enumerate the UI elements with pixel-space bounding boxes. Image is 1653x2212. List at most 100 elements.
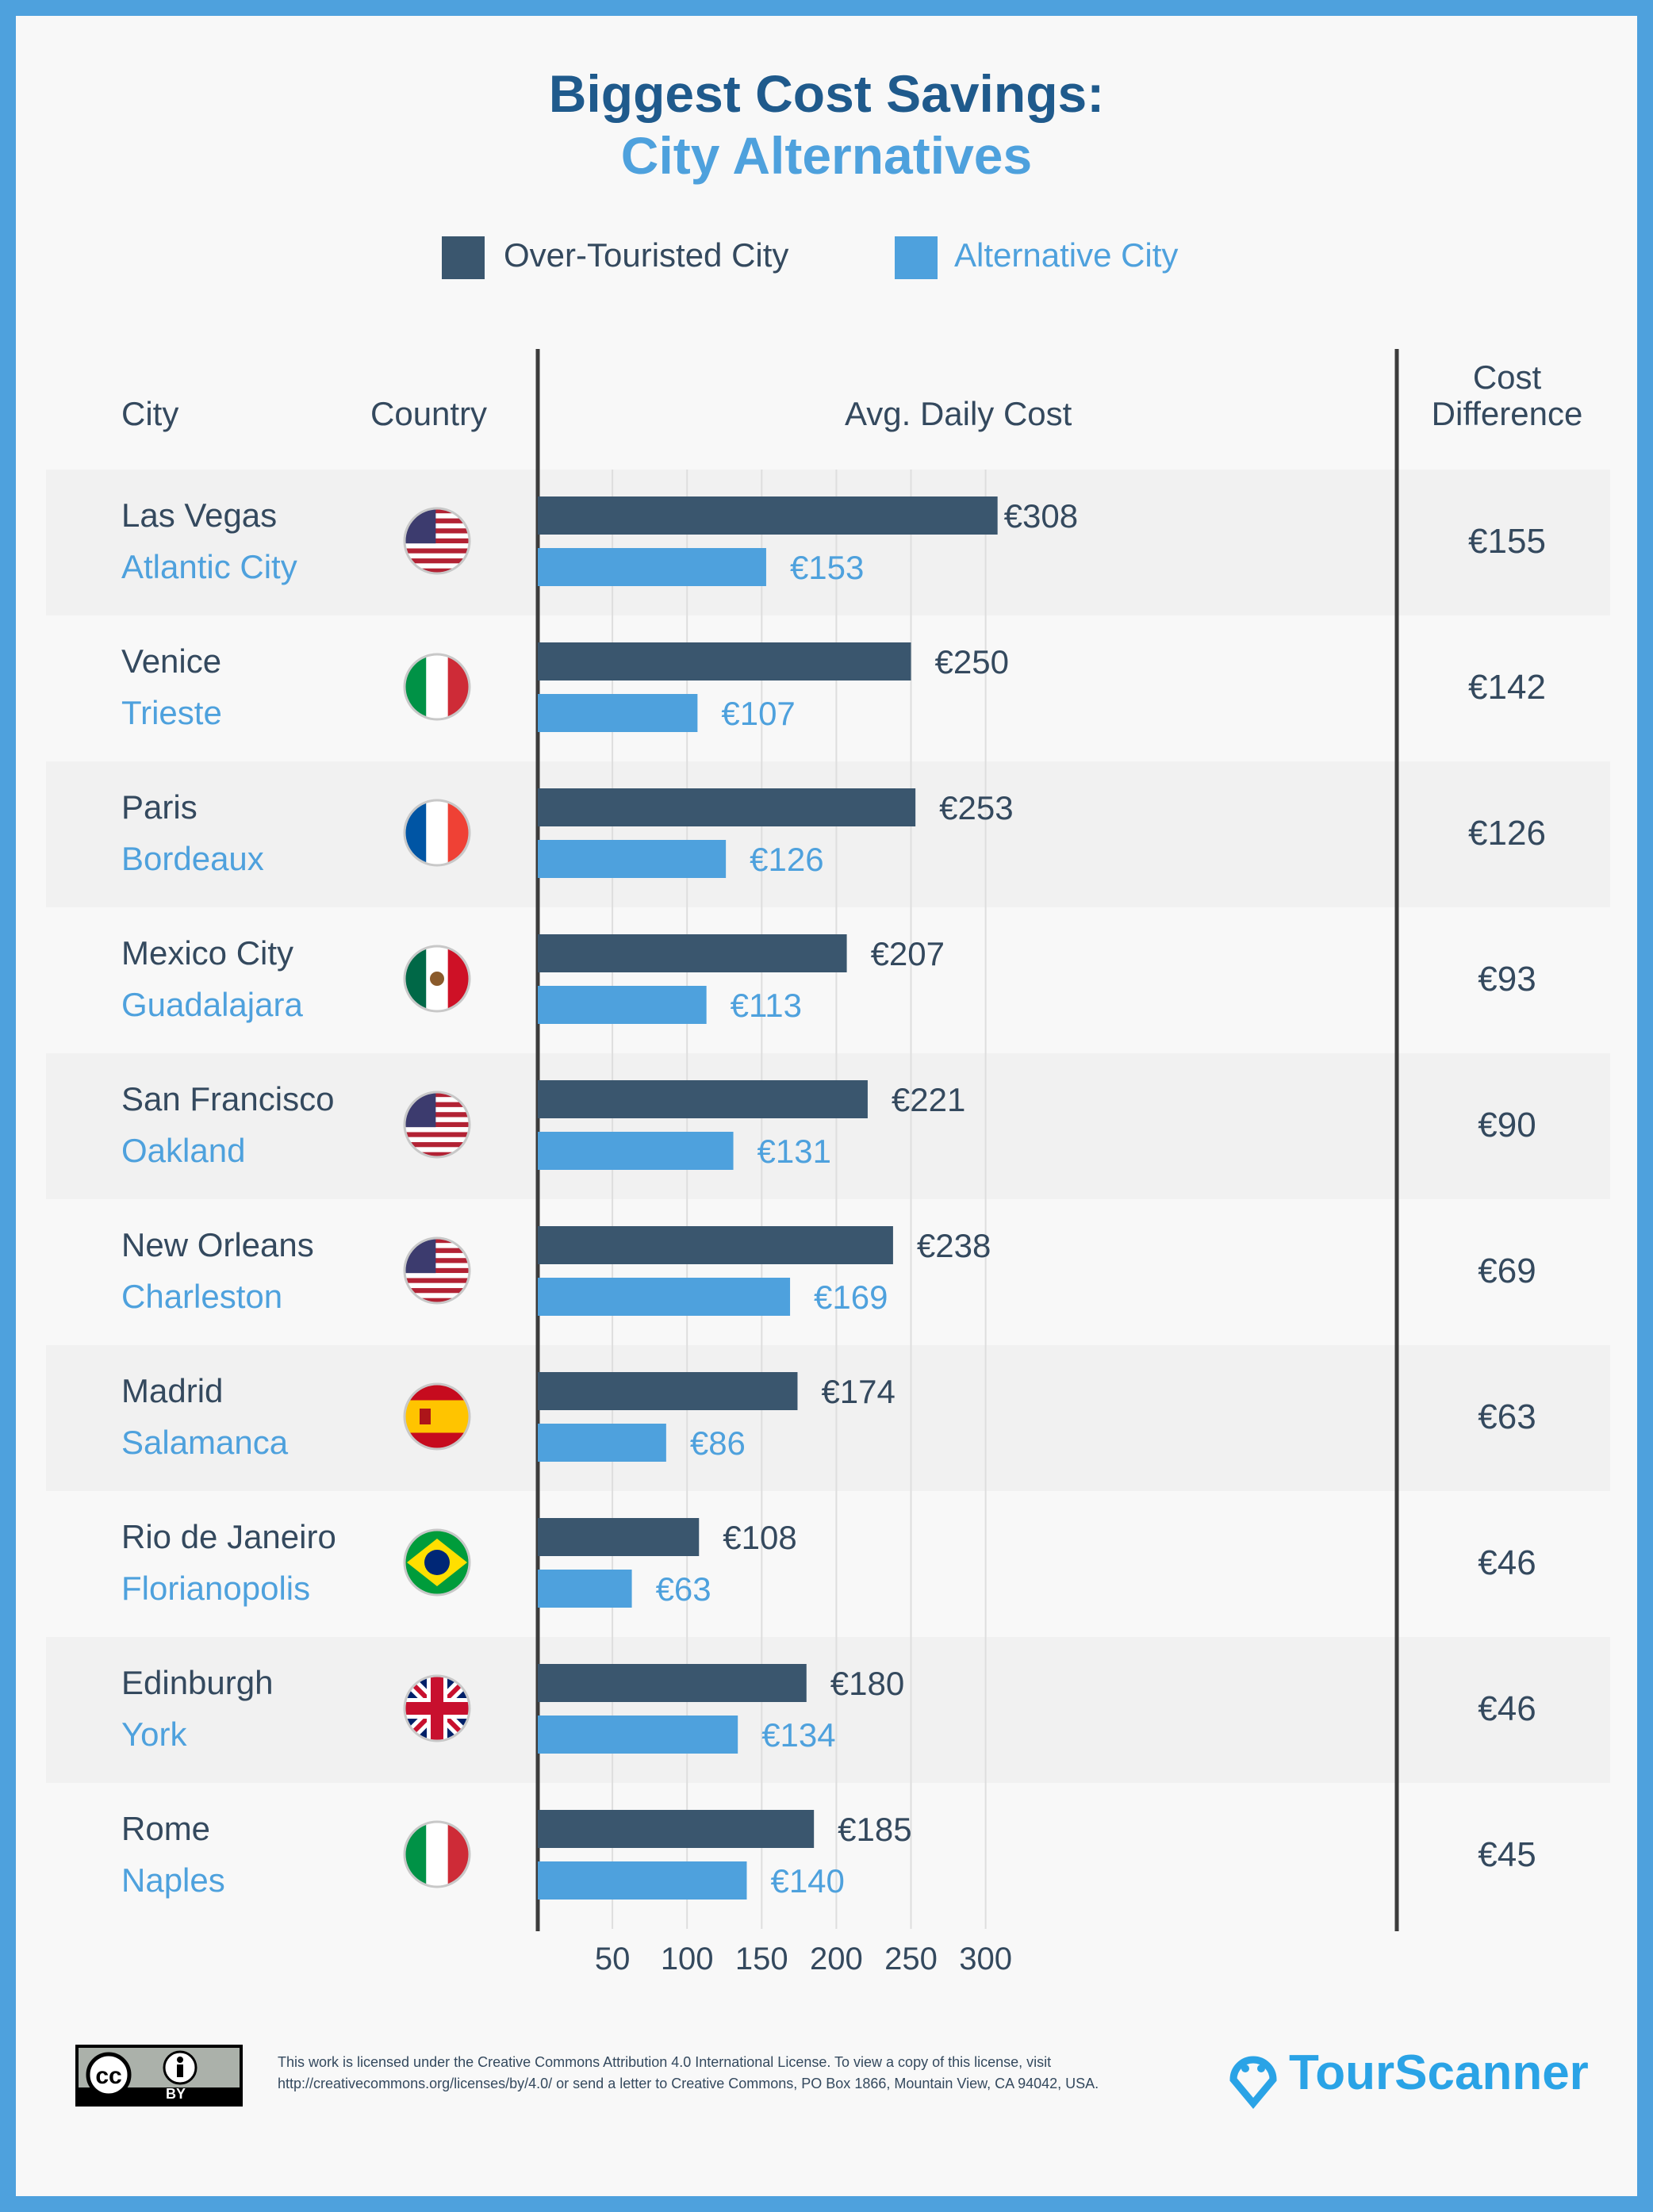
row-background (46, 470, 1610, 615)
cost-difference: €46 (1478, 1543, 1536, 1582)
bar-over-touristed (538, 1664, 807, 1702)
alternative-city-name: Trieste (121, 694, 222, 731)
tourscanner-pin-icon (1229, 2056, 1277, 2110)
city-name: Mexico City (121, 934, 294, 972)
data-label-over-touristed: €174 (821, 1373, 895, 1410)
x-tick-label: 150 (735, 1942, 788, 1976)
alternative-city-name: Florianopolis (121, 1570, 311, 1607)
data-label-over-touristed: €253 (939, 789, 1013, 826)
data-label-alternative: €140 (770, 1862, 844, 1900)
flag-italy-icon (403, 1820, 471, 1888)
flag-brazil-icon (403, 1528, 471, 1597)
x-tick-label: 50 (595, 1942, 631, 1976)
city-name: Edinburgh (121, 1664, 274, 1701)
row-background (46, 1199, 1610, 1345)
data-label-over-touristed: €180 (830, 1665, 904, 1702)
bar-alternative (538, 548, 766, 586)
x-tick-label: 100 (661, 1942, 714, 1976)
header-city: City (121, 395, 179, 432)
header-country: Country (370, 395, 488, 432)
legend-swatch-over-touristed (442, 236, 485, 279)
cost-difference: €69 (1478, 1252, 1536, 1290)
header-avg-daily-cost: Avg. Daily Cost (845, 395, 1072, 432)
data-label-alternative: €169 (814, 1279, 888, 1316)
alternative-city-name: Bordeaux (121, 840, 264, 877)
bar-alternative (538, 1570, 632, 1608)
chart-title: Biggest Cost Savings: (548, 64, 1105, 123)
license-text-line1: This work is licensed under the Creative… (278, 2054, 1052, 2070)
city-name: San Francisco (121, 1080, 335, 1118)
data-label-over-touristed: €207 (871, 935, 945, 972)
bar-over-touristed (538, 788, 916, 826)
bar-over-touristed (538, 642, 911, 680)
bar-alternative (538, 840, 727, 878)
data-label-over-touristed: €108 (723, 1519, 796, 1556)
legend-swatch-alternative (895, 236, 938, 279)
city-name: Rio de Janeiro (121, 1518, 336, 1555)
bar-over-touristed (538, 1810, 815, 1848)
city-name: Las Vegas (121, 496, 278, 534)
bar-alternative (538, 986, 707, 1024)
row-background (46, 1345, 1610, 1491)
flag-mexico-icon (403, 945, 471, 1013)
row-background (46, 1637, 1610, 1783)
cc-by-badge: cc BY (75, 2045, 243, 2107)
cc-by-label: BY (166, 2086, 186, 2102)
bar-alternative (538, 1278, 791, 1316)
row-background (46, 907, 1610, 1053)
cost-difference: €46 (1478, 1689, 1536, 1728)
tourscanner-logo: TourScanner (1289, 2045, 1589, 2100)
legend-label-alternative: Alternative City (954, 236, 1179, 274)
data-label-over-touristed: €221 (892, 1081, 965, 1118)
city-name: Rome (121, 1810, 211, 1847)
alternative-city-name: Atlantic City (121, 548, 297, 585)
data-label-over-touristed: €250 (935, 643, 1009, 680)
data-label-alternative: €131 (757, 1133, 831, 1170)
cost-difference: €126 (1468, 814, 1546, 853)
data-label-alternative: €126 (750, 841, 823, 878)
city-name: Madrid (121, 1372, 224, 1409)
bar-over-touristed (538, 496, 998, 535)
flag-france-icon (403, 799, 471, 867)
alternative-city-name: Salamanca (121, 1424, 289, 1461)
bar-over-touristed (538, 1372, 798, 1410)
row-background (46, 1053, 1610, 1199)
row-background (46, 615, 1610, 761)
cost-difference: €45 (1478, 1835, 1536, 1874)
bar-alternative (538, 694, 698, 732)
header-cost-difference-line2: Difference (1431, 395, 1583, 432)
flag-usa-icon (403, 507, 471, 575)
data-label-over-touristed: €308 (1004, 497, 1078, 535)
license-text-line2: http://creativecommons.org/licenses/by/4… (278, 2076, 1099, 2091)
cost-difference: €93 (1478, 960, 1536, 999)
legend-label-over-touristed: Over-Touristed City (504, 236, 789, 274)
alternative-city-name: Naples (121, 1861, 225, 1899)
data-label-alternative: €153 (790, 549, 864, 586)
data-label-alternative: €86 (690, 1424, 746, 1462)
x-tick-label: 200 (810, 1942, 863, 1976)
row-background (46, 761, 1610, 907)
cost-difference: €155 (1468, 522, 1546, 561)
city-name: Venice (121, 642, 222, 680)
cost-difference: €90 (1478, 1106, 1536, 1144)
alternative-city-name: Guadalajara (121, 986, 303, 1023)
svg-text:cc: cc (95, 2063, 121, 2089)
row-background (46, 1783, 1610, 1929)
x-tick-label: 300 (959, 1942, 1012, 1976)
bar-over-touristed (538, 1080, 868, 1118)
flag-usa-icon (403, 1236, 471, 1305)
city-name: New Orleans (121, 1226, 314, 1263)
data-label-alternative: €113 (731, 987, 802, 1024)
row-background (46, 1491, 1610, 1637)
data-label-alternative: €63 (656, 1570, 711, 1608)
bar-alternative (538, 1132, 734, 1170)
data-label-over-touristed: €185 (838, 1811, 911, 1848)
bar-alternative (538, 1716, 738, 1754)
cost-difference: €63 (1478, 1397, 1536, 1436)
bar-over-touristed (538, 1226, 893, 1264)
data-label-alternative: €107 (721, 695, 795, 732)
flag-italy-icon (403, 653, 471, 721)
data-label-over-touristed: €238 (917, 1227, 991, 1264)
alternative-city-name: York (121, 1716, 187, 1753)
